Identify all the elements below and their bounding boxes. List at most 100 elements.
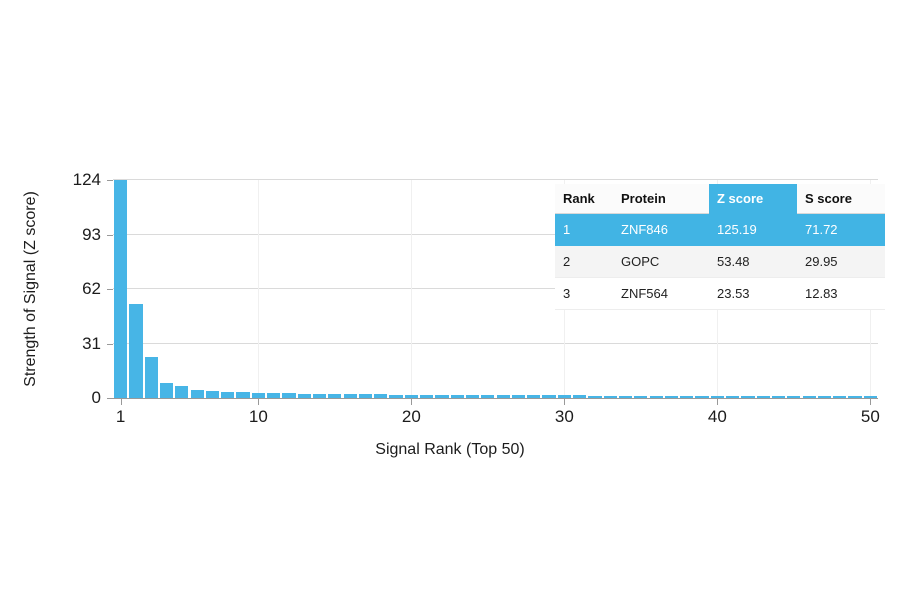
- bar-rank-32: [588, 395, 602, 398]
- gridline-y-31: [113, 342, 878, 344]
- table-row-rank-1: 1 ZNF846 125.19 71.72: [555, 214, 885, 246]
- x-tick-mark-1: [120, 399, 122, 405]
- bar-rank-13: [297, 393, 311, 398]
- bar-rank-21: [420, 394, 434, 398]
- bar-rank-23: [450, 394, 464, 398]
- y-tick-mark-93: [107, 234, 113, 236]
- gridline-y-62: [113, 288, 878, 289]
- bar-rank-15: [328, 393, 342, 398]
- table-cell-z-score: 53.48: [709, 246, 797, 278]
- bar-rank-5: [175, 385, 189, 398]
- y-tick-label-0: 0: [91, 388, 101, 407]
- bar-rank-2: [129, 303, 143, 398]
- bar-rank-6: [190, 389, 204, 398]
- x-tick-label-1: 1: [115, 407, 126, 426]
- y-tick-mark-124: [107, 180, 113, 181]
- bar-rank-33: [603, 395, 617, 398]
- bar-rank-7: [205, 391, 220, 398]
- bar-rank-3: [144, 356, 158, 398]
- bar-rank-38: [680, 395, 694, 398]
- table-cell-s-score: 29.95: [797, 246, 885, 278]
- table-cell-protein: ZNF846: [613, 214, 709, 246]
- table-cell-z-score: 23.53: [709, 278, 797, 310]
- gridline-x-10: [258, 180, 260, 398]
- x-tick-mark-30: [564, 399, 566, 405]
- bar-rank-25: [481, 395, 495, 398]
- bar-rank-40: [710, 395, 724, 398]
- bar-rank-30: [557, 395, 571, 398]
- x-tick-label-30: 30: [554, 407, 574, 426]
- bar-rank-47: [817, 396, 832, 398]
- protein-ranking-table: Rank Protein Z score S score 1 ZNF846 125.19 71…: [555, 184, 885, 310]
- bar-rank-11: [267, 393, 281, 398]
- bar-rank-35: [634, 395, 648, 398]
- x-tick-label-40: 40: [707, 407, 727, 426]
- y-tick-label-93: 93: [82, 224, 101, 244]
- gridline-y-93: [113, 233, 878, 235]
- gridline-y-124: [113, 179, 878, 180]
- bar-rank-1: [114, 180, 128, 398]
- table-header-s-score: S score: [797, 184, 885, 214]
- table-cell-protein: GOPC: [613, 246, 709, 278]
- table-cell-z-score: 125.19: [709, 214, 797, 246]
- bar-rank-24: [465, 395, 480, 398]
- bar-rank-20: [404, 394, 418, 398]
- bar-rank-10: [251, 392, 265, 398]
- y-tick-mark-0: [107, 398, 113, 399]
- bar-rank-26: [496, 395, 510, 398]
- table-cell-s-score: 71.72: [797, 214, 885, 246]
- bar-rank-48: [833, 396, 847, 398]
- x-tick-label-20: 20: [401, 407, 421, 426]
- bar-rank-39: [695, 395, 709, 398]
- bar-rank-4: [159, 382, 174, 398]
- bar-rank-41: [726, 396, 740, 398]
- x-tick-label-50: 50: [860, 407, 880, 426]
- table-header-rank: Rank: [555, 184, 613, 214]
- bar-rank-44: [771, 396, 786, 398]
- gridline-x-20: [411, 180, 413, 398]
- table-header-row: Rank Protein Z score S score: [555, 184, 885, 214]
- table-cell-rank: 3: [555, 278, 613, 310]
- table-row-rank-2: 2 GOPC 53.48 29.95: [555, 246, 885, 278]
- table-header-protein: Protein: [613, 184, 709, 214]
- bar-rank-37: [664, 395, 679, 398]
- x-tick-label-10: 10: [248, 407, 268, 426]
- bar-rank-9: [236, 392, 250, 398]
- bar-rank-22: [435, 394, 449, 398]
- y-tick-mark-31: [107, 343, 113, 345]
- table-cell-protein: ZNF564: [613, 278, 709, 310]
- x-axis-label: Signal Rank (Top 50): [375, 441, 525, 458]
- bar-rank-16: [343, 394, 357, 398]
- bar-rank-8: [221, 391, 235, 398]
- bar-rank-42: [741, 396, 755, 398]
- y-tick-mark-62: [107, 289, 113, 290]
- bar-rank-46: [802, 396, 816, 398]
- bar-rank-12: [282, 393, 296, 398]
- bar-rank-19: [389, 394, 403, 398]
- y-tick-label-124: 124: [72, 170, 101, 189]
- bar-rank-27: [511, 395, 526, 398]
- x-tick-mark-20: [411, 399, 413, 405]
- table-cell-s-score: 12.83: [797, 278, 885, 310]
- y-tick-label-62: 62: [82, 279, 101, 298]
- bar-rank-18: [374, 394, 388, 398]
- bar-rank-34: [618, 395, 633, 398]
- x-tick-mark-40: [717, 399, 719, 405]
- bar-rank-49: [848, 396, 862, 398]
- table-cell-rank: 2: [555, 246, 613, 278]
- bar-rank-14: [312, 393, 327, 398]
- x-tick-mark-50: [870, 399, 872, 405]
- bar-rank-28: [527, 395, 541, 398]
- bar-rank-36: [649, 395, 663, 398]
- y-axis-label: Strength of Signal (Z score): [22, 191, 39, 387]
- table-cell-rank: 1: [555, 214, 613, 246]
- bar-rank-45: [787, 396, 801, 398]
- bar-rank-29: [542, 395, 556, 398]
- bar-rank-43: [756, 396, 770, 398]
- table-row-rank-3: 3 ZNF564 23.53 12.83: [555, 278, 885, 310]
- bar-rank-50: [863, 396, 877, 398]
- table-header-z-score: Z score: [709, 184, 797, 214]
- x-tick-mark-10: [258, 399, 260, 405]
- bar-rank-17: [358, 394, 373, 398]
